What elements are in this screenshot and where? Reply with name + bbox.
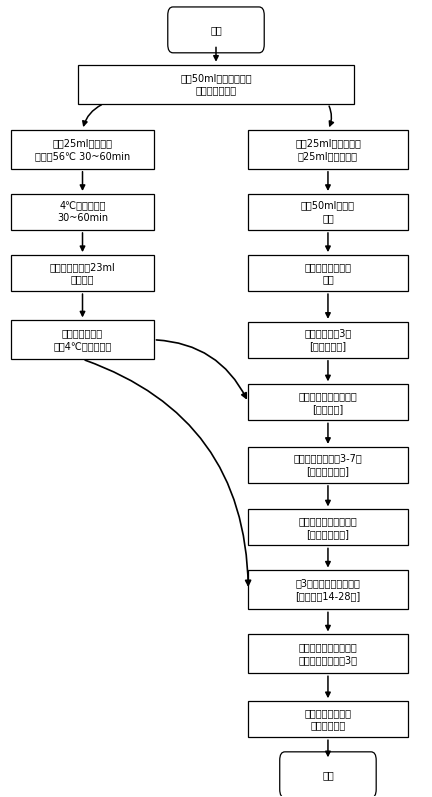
Text: 每3天添加培养液、血浆
[培养期约14-28天]: 每3天添加培养液、血浆 [培养期约14-28天] — [295, 579, 361, 601]
FancyBboxPatch shape — [12, 255, 153, 291]
Text: 4℃条件下冷却
30~60min: 4℃条件下冷却 30~60min — [57, 201, 108, 223]
FancyBboxPatch shape — [168, 7, 264, 53]
Text: 血浆（中间品）
放置4℃条件下储存: 血浆（中间品） 放置4℃条件下储存 — [54, 328, 111, 351]
Text: 加入生理盐水混合
稀释淋巴细胞: 加入生理盐水混合 稀释淋巴细胞 — [305, 708, 352, 731]
FancyBboxPatch shape — [248, 194, 408, 230]
FancyBboxPatch shape — [12, 130, 153, 169]
Text: 离心细胞溶液，用生理
盐水漂洗淋巴细胞3次: 离心细胞溶液，用生理 盐水漂洗淋巴细胞3次 — [299, 642, 357, 665]
FancyBboxPatch shape — [248, 384, 408, 420]
FancyBboxPatch shape — [248, 447, 408, 483]
FancyBboxPatch shape — [78, 65, 354, 104]
FancyBboxPatch shape — [12, 320, 153, 359]
Text: 抽取25ml上层溶液
加热至56℃ 30~60min: 抽取25ml上层溶液 加热至56℃ 30~60min — [35, 138, 130, 161]
FancyBboxPatch shape — [248, 701, 408, 737]
Text: 用培养液漂洗3次
[吹打、离心]: 用培养液漂洗3次 [吹打、离心] — [304, 328, 352, 351]
Text: 开始: 开始 — [210, 25, 222, 35]
FancyBboxPatch shape — [248, 255, 408, 291]
Text: 转移至生产培养袋培养
[视频颜色监察]: 转移至生产培养袋培养 [视频颜色监察] — [299, 516, 357, 539]
FancyBboxPatch shape — [248, 509, 408, 545]
FancyBboxPatch shape — [248, 634, 408, 673]
Text: 加入诱导培养液、血浆
[吹打混合]: 加入诱导培养液、血浆 [吹打混合] — [299, 391, 357, 414]
Text: 离心，抽取上层23ml
血浆溶液: 离心，抽取上层23ml 血浆溶液 — [50, 261, 115, 285]
Text: 置入培养瓶，培养3-7天
[视频颜色监察]: 置入培养瓶，培养3-7天 [视频颜色监察] — [294, 453, 362, 477]
Text: 加入50ml分离液
离心: 加入50ml分离液 离心 — [301, 201, 355, 223]
Text: 回收: 回收 — [322, 770, 334, 779]
FancyBboxPatch shape — [248, 130, 408, 169]
Text: 抽取50ml血并离心分离
光照、视频观察: 抽取50ml血并离心分离 光照、视频观察 — [180, 73, 252, 96]
Text: 抽取中层淋巴细胞
溶液: 抽取中层淋巴细胞 溶液 — [305, 261, 352, 285]
FancyBboxPatch shape — [280, 752, 376, 797]
FancyBboxPatch shape — [12, 194, 153, 230]
FancyBboxPatch shape — [248, 322, 408, 358]
Text: 剩余25ml下层溶液加
入25ml缓冲液混合: 剩余25ml下层溶液加 入25ml缓冲液混合 — [295, 138, 361, 161]
FancyBboxPatch shape — [248, 571, 408, 610]
